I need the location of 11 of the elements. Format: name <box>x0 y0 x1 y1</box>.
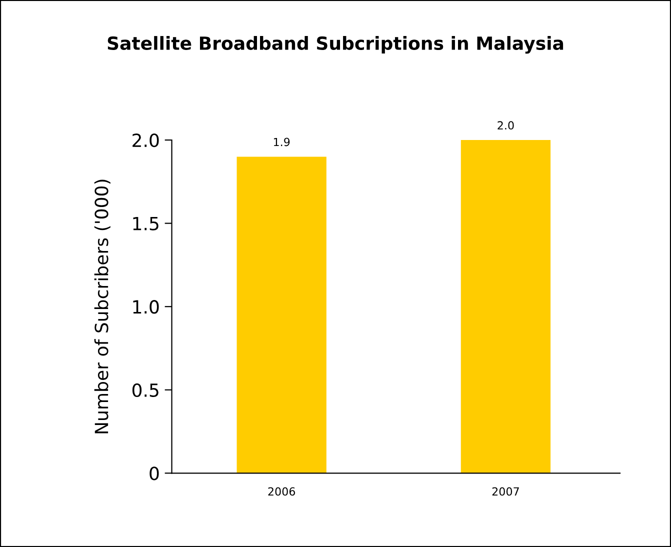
y-axis-title: Number of Subcribers ('000) <box>94 180 110 434</box>
y-tick-label: 1.5 <box>133 217 158 230</box>
x-tick-label: 2007 <box>492 487 519 496</box>
y-tick-label: 0 <box>150 466 159 480</box>
y-tick-label: 2.0 <box>132 133 159 148</box>
chart-title: Satellite Broadband Subcriptions in Malaysia <box>108 36 564 54</box>
y-tick-label: 1.0 <box>133 300 159 314</box>
data-label: 1.9 <box>274 138 290 146</box>
x-tick-label: 2006 <box>268 487 296 496</box>
y-tick-label: 0.5 <box>132 383 158 397</box>
data-label: 2.0 <box>498 121 514 130</box>
